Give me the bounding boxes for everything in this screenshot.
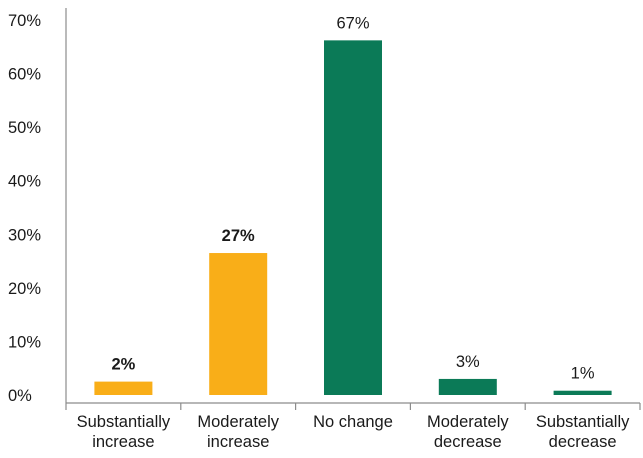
y-tick-label: 20% (8, 280, 41, 298)
bar (94, 381, 153, 395)
y-tick-label: 70% (8, 12, 41, 30)
x-tick-label-line: increase (92, 433, 154, 451)
y-tick-label: 50% (8, 119, 41, 137)
y-tick-label: 60% (8, 66, 41, 84)
x-tick-label-line: increase (207, 433, 269, 451)
x-tick-label-line: Substantially (536, 413, 630, 431)
x-tick-label-line: Moderately (197, 413, 279, 431)
y-tick-label: 10% (8, 333, 41, 351)
data-label: 2% (111, 356, 135, 374)
y-tick-label: 30% (8, 226, 41, 244)
x-axis: Substantially increase Moderately increase N… (65, 402, 641, 451)
data-label: 67% (336, 14, 369, 32)
x-tick-label: Moderately decrease (427, 413, 509, 451)
y-tick-label: 0% (8, 387, 32, 405)
data-labels: 2% 27% 67% 3% 1% (111, 14, 594, 382)
x-tick-label-line: Substantially (77, 413, 171, 431)
bar (324, 40, 382, 395)
x-tick-label-line: No change (313, 413, 393, 431)
bars (94, 40, 612, 395)
y-tick-label: 40% (8, 173, 41, 191)
x-tick-label-line: decrease (434, 433, 502, 451)
x-tick-label: Substantially decrease (536, 413, 630, 451)
bar (553, 390, 612, 395)
data-label: 27% (222, 227, 255, 245)
x-tick-label: No change (313, 413, 393, 431)
y-axis: 0% 10% 20% 30% 40% 50% 60% 70% (8, 8, 67, 405)
x-tick-label: Moderately increase (197, 413, 279, 451)
bar (438, 378, 497, 395)
x-tick-label-line: decrease (549, 433, 617, 451)
bar (209, 253, 268, 395)
data-label: 3% (456, 353, 480, 371)
data-label: 1% (571, 365, 595, 383)
x-tick-label-line: Moderately (427, 413, 509, 431)
x-tick-label: Substantially increase (77, 413, 171, 451)
